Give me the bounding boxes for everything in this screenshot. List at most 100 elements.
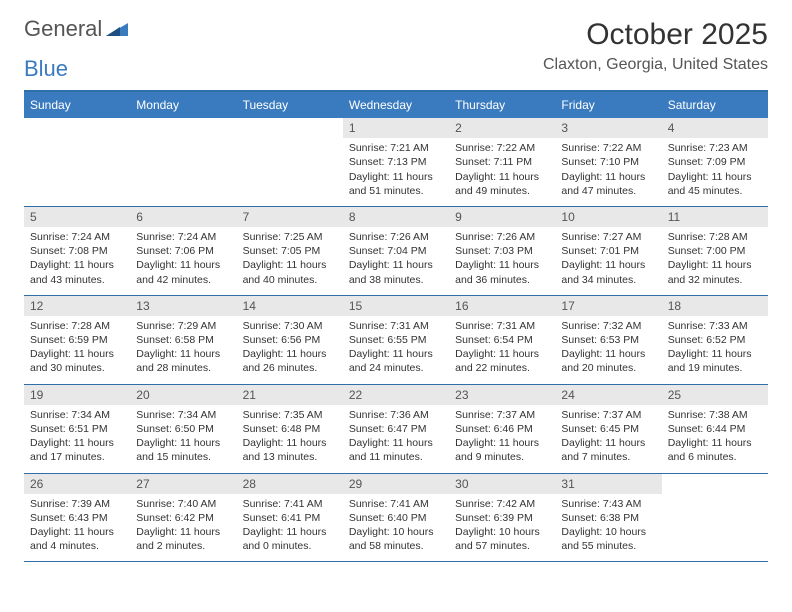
- sunrise-text: Sunrise: 7:34 AM: [30, 408, 124, 422]
- sunset-text: Sunset: 6:39 PM: [455, 511, 549, 525]
- sunrise-text: Sunrise: 7:41 AM: [243, 497, 337, 511]
- day-number: 11: [662, 207, 768, 227]
- day-cell: 18Sunrise: 7:33 AMSunset: 6:52 PMDayligh…: [662, 296, 768, 384]
- day-number: 13: [130, 296, 236, 316]
- day-cell: 3 Sunrise: 7:22 AMSunset: 7:10 PMDaylight…: [555, 118, 661, 206]
- logo: General: [24, 18, 130, 40]
- sunrise-text: Sunrise: 7:34 AM: [136, 408, 230, 422]
- daylight-text: Daylight: 11 hours and 9 minutes.: [455, 436, 549, 464]
- daylight-text: Daylight: 11 hours and 42 minutes.: [136, 258, 230, 286]
- day-cell: 30Sunrise: 7:42 AMSunset: 6:39 PMDayligh…: [449, 474, 555, 562]
- day-cell: 17Sunrise: 7:32 AMSunset: 6:53 PMDayligh…: [555, 296, 661, 384]
- daylight-text: Daylight: 11 hours and 7 minutes.: [561, 436, 655, 464]
- day-number: 17: [555, 296, 661, 316]
- day-cell: 10Sunrise: 7:27 AMSunset: 7:01 PMDayligh…: [555, 207, 661, 295]
- sunset-text: Sunset: 6:52 PM: [668, 333, 762, 347]
- day-cell: 6Sunrise: 7:24 AMSunset: 7:06 PMDaylight…: [130, 207, 236, 295]
- sunset-text: Sunset: 7:10 PM: [561, 155, 655, 169]
- day-number: 8: [343, 207, 449, 227]
- daylight-text: Daylight: 11 hours and 19 minutes.: [668, 347, 762, 375]
- day-cell: 20Sunrise: 7:34 AMSunset: 6:50 PMDayligh…: [130, 385, 236, 473]
- sunrise-text: Sunrise: 7:22 AM: [455, 141, 549, 155]
- day-number: 15: [343, 296, 449, 316]
- day-cell: 4Sunrise: 7:23 AMSunset: 7:09 PMDaylight…: [662, 118, 768, 206]
- sunset-text: Sunset: 7:13 PM: [349, 155, 443, 169]
- day-cell: 23Sunrise: 7:37 AMSunset: 6:46 PMDayligh…: [449, 385, 555, 473]
- day-number: [237, 118, 343, 122]
- daylight-text: Daylight: 11 hours and 22 minutes.: [455, 347, 549, 375]
- logo-mark-icon: [106, 18, 128, 40]
- day-number: 14: [237, 296, 343, 316]
- week-row: 1Sunrise: 7:21 AMSunset: 7:13 PMDaylight…: [24, 118, 768, 207]
- sunrise-text: Sunrise: 7:33 AM: [668, 319, 762, 333]
- sunset-text: Sunset: 6:59 PM: [30, 333, 124, 347]
- day-number: [24, 118, 130, 122]
- day-cell: 29Sunrise: 7:41 AMSunset: 6:40 PMDayligh…: [343, 474, 449, 562]
- day-cell: 27Sunrise: 7:40 AMSunset: 6:42 PMDayligh…: [130, 474, 236, 562]
- day-cell: 25Sunrise: 7:38 AMSunset: 6:44 PMDayligh…: [662, 385, 768, 473]
- day-number: 29: [343, 474, 449, 494]
- daylight-text: Daylight: 11 hours and 20 minutes.: [561, 347, 655, 375]
- location: Claxton, Georgia, United States: [543, 56, 768, 74]
- daylight-text: Daylight: 11 hours and 0 minutes.: [243, 525, 337, 553]
- weekday-header: Saturday: [662, 92, 768, 118]
- weekday-header: Friday: [555, 92, 661, 118]
- sunrise-text: Sunrise: 7:39 AM: [30, 497, 124, 511]
- day-cell: 26Sunrise: 7:39 AMSunset: 6:43 PMDayligh…: [24, 474, 130, 562]
- day-cell: [662, 474, 768, 562]
- daylight-text: Daylight: 11 hours and 40 minutes.: [243, 258, 337, 286]
- daylight-text: Daylight: 11 hours and 32 minutes.: [668, 258, 762, 286]
- sunrise-text: Sunrise: 7:23 AM: [668, 141, 762, 155]
- day-cell: 19Sunrise: 7:34 AMSunset: 6:51 PMDayligh…: [24, 385, 130, 473]
- daylight-text: Daylight: 11 hours and 47 minutes.: [561, 170, 655, 198]
- day-number: 19: [24, 385, 130, 405]
- logo-text-a: General: [24, 18, 102, 40]
- day-cell: 12Sunrise: 7:28 AMSunset: 6:59 PMDayligh…: [24, 296, 130, 384]
- weekday-header: Thursday: [449, 92, 555, 118]
- day-cell: [237, 118, 343, 206]
- sunrise-text: Sunrise: 7:29 AM: [136, 319, 230, 333]
- sunrise-text: Sunrise: 7:28 AM: [30, 319, 124, 333]
- sunset-text: Sunset: 6:50 PM: [136, 422, 230, 436]
- month-title: October 2025: [543, 18, 768, 52]
- sunset-text: Sunset: 7:08 PM: [30, 244, 124, 258]
- day-cell: 15Sunrise: 7:31 AMSunset: 6:55 PMDayligh…: [343, 296, 449, 384]
- week-row: 12Sunrise: 7:28 AMSunset: 6:59 PMDayligh…: [24, 296, 768, 385]
- day-cell: 1Sunrise: 7:21 AMSunset: 7:13 PMDaylight…: [343, 118, 449, 206]
- day-number: 22: [343, 385, 449, 405]
- day-number: 10: [555, 207, 661, 227]
- sunset-text: Sunset: 6:55 PM: [349, 333, 443, 347]
- sunset-text: Sunset: 7:00 PM: [668, 244, 762, 258]
- sunset-text: Sunset: 6:54 PM: [455, 333, 549, 347]
- sunrise-text: Sunrise: 7:40 AM: [136, 497, 230, 511]
- day-number: 27: [130, 474, 236, 494]
- daylight-text: Daylight: 11 hours and 28 minutes.: [136, 347, 230, 375]
- sunrise-text: Sunrise: 7:42 AM: [455, 497, 549, 511]
- sunset-text: Sunset: 7:01 PM: [561, 244, 655, 258]
- daylight-text: Daylight: 10 hours and 57 minutes.: [455, 525, 549, 553]
- sunset-text: Sunset: 7:03 PM: [455, 244, 549, 258]
- sunrise-text: Sunrise: 7:32 AM: [561, 319, 655, 333]
- sunset-text: Sunset: 6:58 PM: [136, 333, 230, 347]
- day-cell: [24, 118, 130, 206]
- day-cell: 22Sunrise: 7:36 AMSunset: 6:47 PMDayligh…: [343, 385, 449, 473]
- day-number: [662, 474, 768, 478]
- daylight-text: Daylight: 11 hours and 36 minutes.: [455, 258, 549, 286]
- day-number: 2: [449, 118, 555, 138]
- daylight-text: Daylight: 11 hours and 13 minutes.: [243, 436, 337, 464]
- day-number: 16: [449, 296, 555, 316]
- sunrise-text: Sunrise: 7:37 AM: [561, 408, 655, 422]
- day-number: 3: [555, 118, 661, 138]
- day-cell: 5Sunrise: 7:24 AMSunset: 7:08 PMDaylight…: [24, 207, 130, 295]
- day-cell: 16Sunrise: 7:31 AMSunset: 6:54 PMDayligh…: [449, 296, 555, 384]
- sunrise-text: Sunrise: 7:37 AM: [455, 408, 549, 422]
- weeks: 1Sunrise: 7:21 AMSunset: 7:13 PMDaylight…: [24, 118, 768, 562]
- day-cell: 28Sunrise: 7:41 AMSunset: 6:41 PMDayligh…: [237, 474, 343, 562]
- sunrise-text: Sunrise: 7:22 AM: [561, 141, 655, 155]
- sunrise-text: Sunrise: 7:30 AM: [243, 319, 337, 333]
- weekday-header: Wednesday: [343, 92, 449, 118]
- day-cell: 7Sunrise: 7:25 AMSunset: 7:05 PMDaylight…: [237, 207, 343, 295]
- weekday-header: Monday: [130, 92, 236, 118]
- sunset-text: Sunset: 6:46 PM: [455, 422, 549, 436]
- sunrise-text: Sunrise: 7:26 AM: [349, 230, 443, 244]
